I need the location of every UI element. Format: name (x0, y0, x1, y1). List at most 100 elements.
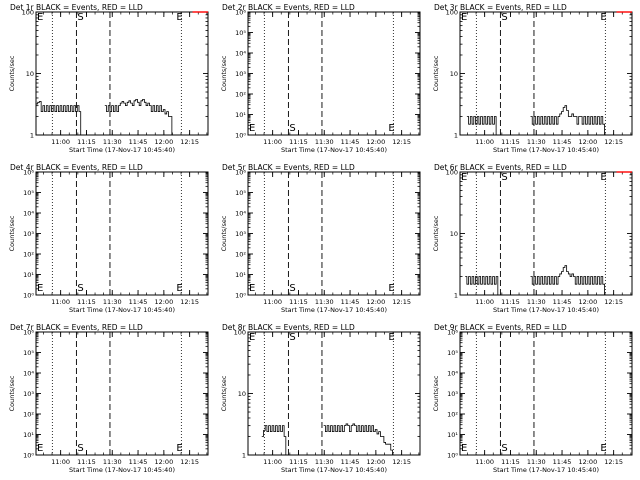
events-series-line (530, 105, 605, 135)
y-tick-label: 1 (454, 132, 458, 140)
y-tick-label: 100 (446, 9, 458, 17)
end-marker-label: E (37, 12, 43, 23)
x-tick-label: 11:30 (103, 138, 122, 146)
y-tick-label: 10¹ (23, 271, 34, 279)
y-tick-label: 10⁵ (235, 29, 246, 37)
start-marker-label: S (77, 283, 83, 294)
y-tick-label: 10² (23, 251, 34, 259)
panel-title: Det 2r BLACK = Events, RED = LLD (222, 3, 355, 12)
events-series-line (323, 423, 393, 455)
x-tick-label: 11:15 (77, 298, 96, 306)
y-tick-label: 10³ (235, 230, 246, 238)
y-tick-label: 1 (242, 452, 246, 460)
x-tick-label: 11:45 (553, 138, 572, 146)
panel-det-7: Det 7r BLACK = Events, RED = LLD Counts/s… (8, 323, 209, 474)
x-tick-label: 12:00 (578, 298, 597, 306)
y-tick-label: 10³ (23, 230, 34, 238)
y-tick-label: 10 (450, 230, 458, 238)
y-tick-label: 10⁴ (447, 370, 458, 378)
y-tick-label: 10² (23, 411, 34, 419)
events-series-line (530, 265, 605, 295)
panel-title: Det 8r BLACK = Events, RED = LLD (222, 323, 355, 332)
x-axis-label: Start Time (17-Nov-17 10:45:40) (69, 306, 175, 314)
x-tick-label: 11:30 (103, 298, 122, 306)
y-tick-label: 10³ (235, 70, 246, 78)
panel-det-3: Det 3r BLACK = Events, RED = LLD Counts/s… (432, 3, 633, 154)
x-tick-label: 11:30 (315, 138, 334, 146)
y-tick-label: 10⁴ (23, 370, 34, 378)
y-tick-label: 10⁶ (447, 329, 458, 337)
y-tick-label: 10⁰ (23, 452, 34, 460)
y-axis-label: Counts/sec (220, 375, 228, 411)
x-tick-label: 12:00 (366, 298, 385, 306)
y-tick-label: 10⁶ (23, 329, 34, 337)
plot-frame (459, 331, 633, 456)
start-marker-label: S (289, 283, 295, 294)
y-tick-label: 10 (450, 70, 458, 78)
panel-title: Det 4r BLACK = Events, RED = LLD (10, 163, 143, 172)
y-tick-label: 10² (447, 411, 458, 419)
panel-det-9: Det 9r BLACK = Events, RED = LLD Counts/s… (432, 323, 633, 474)
x-tick-label: 12:00 (366, 138, 385, 146)
end-marker-label: E (37, 443, 43, 454)
events-series-line (36, 101, 208, 136)
x-tick-label: 11:45 (341, 298, 360, 306)
end-marker-label: E (249, 332, 255, 343)
x-axis-label: Start Time (17-Nov-17 10:45:40) (281, 466, 387, 474)
panel-det-8: Det 8r BLACK = Events, RED = LLD Counts/s… (220, 323, 421, 474)
y-tick-label: 10² (235, 91, 246, 99)
y-tick-label: 10⁵ (235, 189, 246, 197)
plot-frame (35, 171, 209, 296)
y-tick-label: 10⁶ (235, 169, 246, 177)
end-marker-label: E (600, 172, 606, 183)
x-tick-label: 11:30 (527, 458, 546, 466)
y-tick-label: 10⁴ (235, 50, 246, 58)
y-axis-label: Counts/sec (432, 55, 440, 91)
y-axis-label: Counts/sec (8, 55, 16, 91)
y-tick-label: 1 (454, 292, 458, 300)
x-tick-label: 12:15 (392, 458, 411, 466)
y-axis-label: Counts/sec (432, 215, 440, 251)
end-marker-label: E (600, 443, 606, 454)
y-tick-label: 10⁵ (447, 349, 458, 357)
y-axis-label: Counts/sec (432, 375, 440, 411)
x-tick-label: 12:15 (180, 458, 199, 466)
x-tick-label: 11:00 (475, 138, 494, 146)
x-axis-label: Start Time (17-Nov-17 10:45:40) (493, 466, 599, 474)
events-series-line (261, 425, 287, 455)
y-tick-label: 10⁵ (23, 349, 34, 357)
x-tick-label: 11:00 (51, 458, 70, 466)
x-tick-label: 11:00 (51, 138, 70, 146)
start-marker-label: S (501, 12, 507, 23)
x-tick-label: 11:30 (527, 298, 546, 306)
start-marker-label: S (77, 12, 83, 23)
panel-det-6: Det 6r BLACK = Events, RED = LLD Counts/s… (432, 163, 633, 314)
start-marker-label: S (501, 443, 507, 454)
plot-frame (35, 11, 209, 136)
x-tick-label: 12:15 (604, 138, 623, 146)
y-tick-label: 100 (446, 169, 458, 177)
start-marker-label: S (289, 332, 295, 343)
x-tick-label: 11:15 (501, 298, 520, 306)
y-axis-label: Counts/sec (8, 375, 16, 411)
x-tick-label: 11:15 (77, 458, 96, 466)
panel-det-5: Det 5r BLACK = Events, RED = LLD Counts/s… (220, 163, 421, 314)
end-marker-label: E (461, 172, 467, 183)
x-tick-label: 12:15 (180, 298, 199, 306)
x-tick-label: 11:00 (475, 458, 494, 466)
x-tick-label: 11:45 (129, 298, 148, 306)
y-axis-label: Counts/sec (8, 215, 16, 251)
events-series-line (104, 98, 174, 136)
x-tick-label: 12:00 (366, 458, 385, 466)
y-axis-label: Counts/sec (220, 55, 228, 91)
y-tick-label: 10¹ (235, 271, 246, 279)
end-marker-label: E (388, 123, 394, 134)
start-marker-label: S (289, 123, 295, 134)
end-marker-label: E (249, 123, 255, 134)
plot-frame (247, 171, 421, 296)
y-tick-label: 10³ (23, 390, 34, 398)
x-tick-label: 11:45 (341, 458, 360, 466)
x-tick-label: 11:45 (341, 138, 360, 146)
end-marker-label: E (461, 12, 467, 23)
